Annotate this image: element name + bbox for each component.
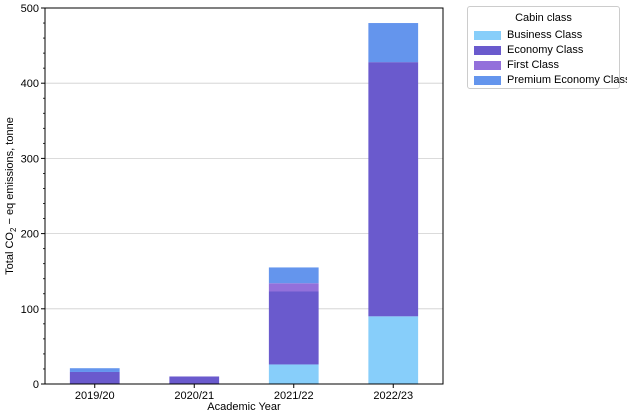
x-tick-label: 2022/23 [373,390,413,402]
legend-swatch [474,45,501,55]
legend-item-first-class: First Class [474,59,559,71]
x-axis: 2019/20 2020/21 2021/22 2022/23 [75,384,413,402]
y-tick-label: 500 [21,3,39,15]
bar-segment-economy-class [368,62,419,317]
plot-frame [44,7,444,385]
y-axis-label-subscript: 2 [9,227,18,232]
legend: Cabin class Business Class Economy Class… [467,6,627,89]
bar-segment-economy-class [268,291,319,365]
bar-segment-premium-economy-class [69,368,120,372]
legend-item-premium-economy-class: Premium Economy Class [474,74,627,86]
bar-segment-business-class [268,364,319,384]
y-tick-label: 300 [21,153,39,165]
legend-label: First Class [507,59,559,71]
legend-label: Economy Class [507,44,584,56]
bar-segment-economy-class [69,371,120,384]
y-tick-label: 400 [21,78,39,90]
legend-swatch [474,30,501,40]
x-tick-label: 2019/20 [75,390,115,402]
y-axis-label-prefix: Total CO [4,232,16,275]
y-tick-label: 0 [33,379,39,391]
x-tick-label: 2020/21 [174,390,214,402]
bar-segment-business-class [368,316,419,384]
y-axis-label-suffix: − eq emissions, tonne [4,117,16,227]
legend-title: Cabin class [515,12,572,24]
bar-segment-premium-economy-class [268,267,319,284]
x-tick-label: 2021/22 [274,390,314,402]
legend-label: Premium Economy Class [507,74,627,86]
y-axis-label: Total CO2 − eq emissions, tonne [4,117,18,275]
legend-swatch [474,60,501,70]
bar-segment-economy-class [169,376,220,384]
legend-swatch [474,75,501,85]
y-axis: 0 100 200 300 400 500 [21,3,45,391]
y-tick-label: 200 [21,229,39,241]
legend-item-economy-class: Economy Class [474,44,583,56]
bar-stacks [69,23,419,384]
legend-label: Business Class [507,29,583,41]
y-tick-label: 100 [21,304,39,316]
bar-segment-first-class [268,283,319,292]
bar-segment-premium-economy-class [368,23,419,63]
legend-item-business-class: Business Class [474,29,582,41]
x-axis-label: Academic Year [207,401,281,413]
